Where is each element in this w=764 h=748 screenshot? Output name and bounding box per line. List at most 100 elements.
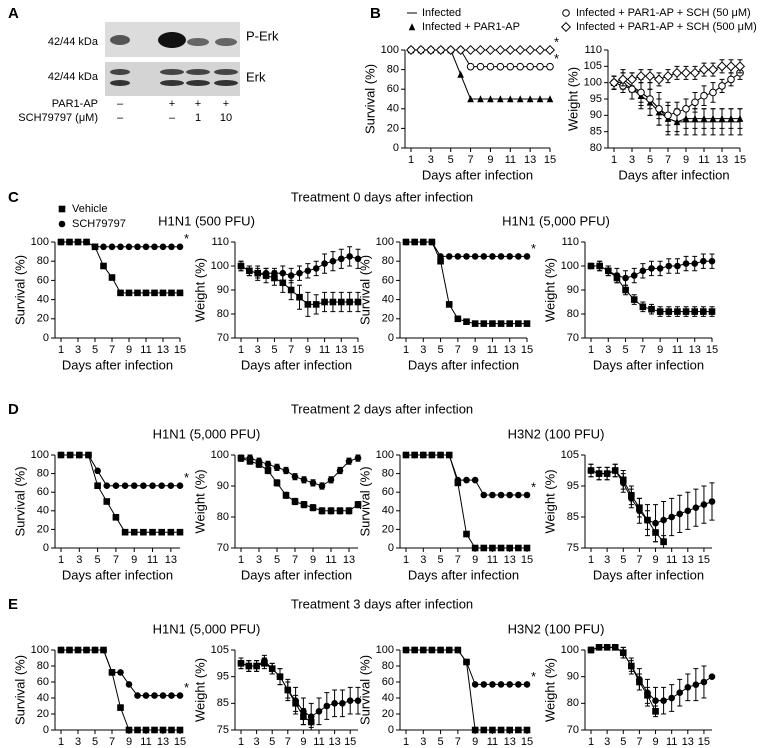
data-point (282, 492, 290, 499)
data-point (495, 44, 506, 56)
data-point (489, 491, 496, 499)
y-tick-label: 110 (561, 236, 579, 248)
data-point (467, 95, 474, 103)
data-point (454, 315, 462, 323)
data-point (691, 98, 699, 107)
y-axis-label: Weight (%) (192, 258, 207, 322)
x-tick-label: 3 (605, 344, 611, 356)
x-tick-label: 9 (305, 344, 311, 356)
band (214, 80, 238, 86)
x-tick-label: 13 (689, 344, 701, 356)
data-point (149, 528, 156, 536)
data-point (668, 694, 675, 702)
data-point (665, 262, 673, 270)
data-point (117, 243, 124, 251)
data-point (158, 482, 165, 489)
x-tick-label: 7 (636, 554, 642, 566)
data-point (725, 61, 737, 72)
y-tick-label: 60 (387, 83, 399, 95)
x-axis-label: Days after infection (241, 567, 352, 582)
data-point (506, 544, 514, 552)
x-axis-label: Days after infection (408, 567, 519, 582)
x-tick-label: 3 (254, 736, 260, 748)
data-point (435, 44, 446, 56)
data-point (497, 544, 505, 552)
data-point (428, 451, 436, 459)
data-point (159, 289, 167, 297)
x-tick-label: 3 (629, 154, 635, 166)
x-tick-label: 11 (325, 554, 336, 566)
data-point (445, 451, 453, 459)
band (187, 38, 209, 46)
data-point (255, 457, 263, 465)
y-tick-label: 0 (388, 332, 394, 344)
data-point (296, 293, 303, 301)
x-tick-label: 15 (706, 344, 718, 356)
x-tick-label: 9 (472, 736, 478, 748)
y-axis-label: Survival (%) (357, 655, 372, 725)
x-tick-label: 13 (682, 736, 694, 748)
data-point (445, 301, 453, 308)
data-point (291, 473, 299, 481)
series-line (406, 454, 527, 496)
data-point (149, 482, 156, 489)
x-tick-label: 13 (504, 736, 516, 748)
data-point (117, 289, 124, 297)
x-tick-label: 3 (428, 154, 434, 166)
x-tick-label: 5 (92, 344, 98, 356)
data-point (477, 95, 484, 103)
x-tick-label: 11 (698, 154, 709, 166)
blot-image (105, 62, 240, 96)
data-point (437, 257, 444, 265)
data-point (300, 476, 308, 484)
x-axis-label: Days after infection (241, 357, 352, 372)
data-point (480, 544, 488, 552)
data-point (516, 62, 525, 71)
data-point (246, 454, 254, 462)
data-point (587, 262, 595, 270)
data-point (656, 308, 664, 315)
data-point (271, 269, 278, 277)
data-point (709, 114, 717, 122)
data-point (475, 44, 486, 56)
x-tick-label: 13 (157, 736, 169, 748)
data-point (85, 451, 92, 459)
legend-symbol (58, 205, 66, 213)
y-tick-label: 110 (211, 236, 229, 248)
data-point (515, 320, 522, 327)
data-point (506, 491, 514, 499)
data-point (595, 644, 603, 651)
x-axis-label: Days after infection (593, 357, 704, 372)
data-point (167, 528, 175, 536)
x-tick-label: 9 (657, 344, 663, 356)
data-point (523, 681, 531, 688)
data-point (463, 476, 470, 484)
data-point (655, 105, 663, 113)
data-point (346, 697, 354, 704)
x-tick-label: 15 (521, 736, 533, 748)
x-tick-label: 1 (588, 554, 594, 566)
data-point (506, 253, 514, 260)
data-point (595, 470, 603, 477)
data-point (603, 470, 611, 477)
y-tick-label: 100 (211, 449, 229, 461)
data-point (402, 646, 410, 654)
x-tick-label: 9 (487, 154, 493, 166)
data-point (471, 320, 479, 327)
data-point (428, 238, 436, 246)
x-tick-label: 1 (588, 344, 594, 356)
data-point (497, 320, 505, 327)
data-point (276, 673, 284, 680)
x-tick-label: 11 (319, 344, 330, 356)
data-point (159, 726, 167, 734)
data-point (487, 95, 494, 103)
data-point (617, 74, 629, 85)
data-point (419, 238, 427, 246)
data-point (603, 644, 611, 651)
x-tick-label: 15 (521, 554, 533, 566)
annotation: * (531, 669, 536, 684)
data-point (727, 75, 735, 84)
data-point (506, 95, 514, 103)
legend-label: Infected + PAR1-AP + SCH (50 μM) (576, 7, 751, 19)
data-point (159, 243, 167, 251)
